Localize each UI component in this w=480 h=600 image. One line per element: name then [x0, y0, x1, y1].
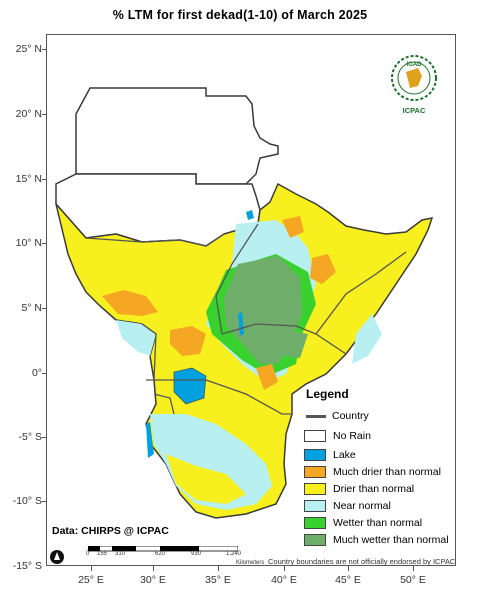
- legend-row: Wetter than normal: [304, 516, 422, 530]
- legend-swatch: [304, 500, 326, 512]
- x-tick: [284, 566, 285, 571]
- legend-swatch: [304, 483, 326, 495]
- data-source: Data: CHIRPS @ ICPAC: [52, 525, 169, 537]
- logo-igad-text: IGAD: [407, 62, 423, 68]
- x-tick: [153, 566, 154, 571]
- y-tick: [42, 179, 47, 180]
- scale-tick-label: 0: [86, 551, 90, 557]
- lake-tana: [246, 210, 254, 220]
- near-normal-coast: [352, 314, 382, 364]
- legend-row: Near normal: [304, 499, 391, 513]
- igad-emblem-icon: IGAD: [391, 55, 437, 101]
- scale-unit-label: Kilometers: [236, 560, 265, 566]
- near-normal-west: [116, 320, 156, 356]
- legend-label: Much drier than normal: [333, 466, 441, 478]
- x-axis-label: 45° E: [335, 574, 361, 586]
- y-axis-label: 5° N: [21, 302, 42, 314]
- y-axis-label: -10° S: [12, 495, 42, 507]
- legend-swatch: [304, 534, 326, 546]
- y-axis-label: 10° N: [15, 237, 42, 249]
- y-axis-label: 25° N: [15, 43, 42, 55]
- logo-icpac-text: ICPAC: [402, 106, 426, 115]
- legend-row: No Rain: [304, 429, 371, 443]
- rainfall-map: [55, 87, 434, 519]
- country-boundaries: [85, 223, 407, 415]
- legend-row: Drier than normal: [304, 482, 414, 496]
- scale-tick-label: 1,240: [226, 551, 242, 557]
- y-axis-label: 20° N: [15, 108, 42, 120]
- legend-swatch: [304, 517, 326, 529]
- legend-swatch: [304, 430, 326, 442]
- lake-turkana: [238, 312, 244, 336]
- boundary-kenya-north: [221, 323, 347, 355]
- legend-row: Much drier than normal: [304, 465, 441, 479]
- y-axis-label: -5° S: [18, 431, 42, 443]
- much-drier-east: [310, 254, 336, 284]
- x-axis-label: 35° E: [205, 574, 231, 586]
- x-axis-label: 50° E: [400, 574, 426, 586]
- boundary-sudan-south: [85, 233, 225, 247]
- y-axis-label: 15° N: [15, 173, 42, 185]
- legend-row: Much wetter than normal: [304, 533, 449, 547]
- legend-swatch: [304, 449, 326, 461]
- y-tick: [42, 437, 47, 438]
- legend-label: Much wetter than normal: [333, 534, 449, 546]
- boundary-ethiopia-west: [215, 223, 259, 335]
- x-tick: [413, 566, 414, 571]
- scale-tick-label: 620: [155, 551, 166, 557]
- y-tick: [42, 373, 47, 374]
- y-axis-label: -15° S: [12, 560, 42, 572]
- much-drier-central: [170, 326, 206, 356]
- x-tick: [348, 566, 349, 571]
- y-axis-label: 0°: [31, 367, 42, 379]
- drier-south-interior: [166, 454, 246, 504]
- much-wetter-region: [224, 256, 302, 364]
- disclaimer: Country boundaries are not officially en…: [268, 557, 456, 566]
- scale-bar: [88, 546, 238, 552]
- x-axis-label: 40° E: [271, 574, 297, 586]
- x-axis-label: 25° E: [78, 574, 104, 586]
- y-tick: [42, 243, 47, 244]
- boundary-tanzania: [146, 379, 292, 415]
- legend-label: No Rain: [333, 430, 371, 442]
- x-axis-label: 30° E: [140, 574, 166, 586]
- y-tick: [42, 49, 47, 50]
- scale-tick-label: 155: [97, 551, 108, 557]
- legend-label: Drier than normal: [333, 483, 415, 495]
- scale-tick-label: 310: [115, 551, 126, 557]
- y-tick: [42, 308, 47, 309]
- legend-row: Lake: [304, 448, 356, 462]
- much-drier-sudan: [282, 216, 304, 238]
- legend-label: Wetter than normal: [333, 517, 423, 529]
- legend-label: Near normal: [333, 500, 391, 512]
- lake-victoria: [173, 367, 207, 405]
- y-tick: [42, 114, 47, 115]
- x-tick: [218, 566, 219, 571]
- country-line-swatch: [306, 414, 326, 418]
- legend-row-country: Country: [304, 409, 369, 423]
- legend: Legend Country No Rain Lake Much drier t…: [304, 387, 454, 546]
- much-drier-west: [102, 290, 158, 316]
- much-wetter-east: [282, 330, 308, 358]
- egypt-region: [75, 87, 279, 185]
- boundary-somalia: [315, 251, 407, 335]
- scale-tick-label: 930: [191, 551, 202, 557]
- y-tick: [42, 501, 47, 502]
- boundary-rwanda: [153, 393, 175, 415]
- x-tick: [91, 566, 92, 571]
- legend-title: Legend: [306, 387, 349, 401]
- map-title: % LTM for first dekad(1-10) of March 202…: [112, 8, 368, 22]
- legend-label: Lake: [333, 449, 356, 461]
- boundary-drc: [141, 323, 157, 381]
- much-drier-uganda: [256, 364, 278, 390]
- lake-tanganyika: [146, 422, 154, 458]
- legend-swatch: [304, 466, 326, 478]
- north-arrow-icon: [50, 550, 64, 564]
- legend-label: Country: [332, 410, 369, 422]
